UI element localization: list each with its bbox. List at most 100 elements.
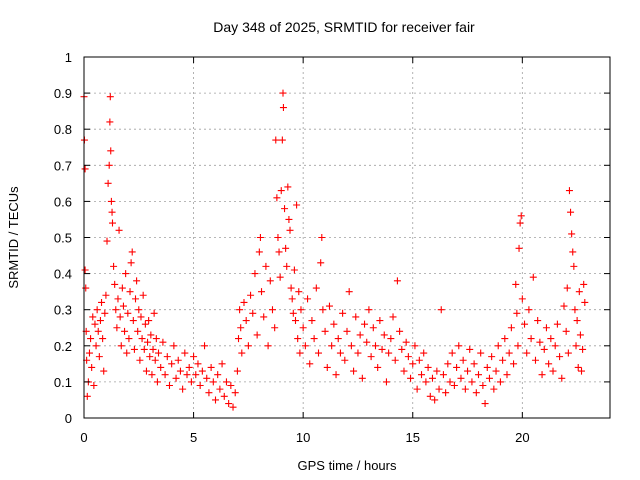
data-point (475, 371, 482, 379)
data-point (472, 389, 480, 397)
data-point (128, 248, 136, 256)
data-point (496, 378, 504, 386)
y-tick-label: 0.5 (54, 231, 72, 246)
y-tick-label: 0.3 (54, 303, 72, 318)
y-tick-label: 1 (65, 50, 72, 65)
data-point (287, 284, 295, 292)
y-tick-label: 0.6 (54, 194, 72, 209)
data-point (238, 349, 246, 357)
data-point (466, 345, 474, 353)
data-point (545, 360, 553, 368)
data-point (523, 349, 531, 357)
data-point (378, 345, 386, 353)
data-point (529, 273, 537, 281)
data-point (286, 226, 294, 234)
data-point (515, 244, 523, 252)
data-point (304, 295, 312, 303)
data-point (306, 360, 314, 368)
data-point (547, 335, 555, 343)
data-point (235, 335, 243, 343)
y-axis-label: SRMTID / TECUs (6, 186, 21, 289)
data-point (247, 291, 255, 299)
data-point (137, 313, 145, 321)
x-tick-label: 0 (80, 430, 87, 445)
data-point (103, 237, 111, 245)
data-point (578, 367, 586, 375)
data-point (150, 309, 158, 317)
y-tick-label: 0.9 (54, 86, 72, 101)
data-point (321, 327, 329, 335)
data-point (325, 302, 333, 310)
data-point (251, 270, 259, 278)
data-point (361, 320, 369, 328)
data-point (146, 353, 154, 361)
data-point (185, 363, 193, 371)
data-point (126, 288, 134, 296)
data-point (527, 335, 535, 343)
data-point (92, 342, 100, 350)
data-point (468, 378, 476, 386)
data-point (220, 392, 228, 400)
data-point (101, 309, 109, 317)
data-point (168, 360, 176, 368)
data-point (222, 378, 230, 386)
data-point (170, 342, 178, 350)
data-point (253, 331, 261, 339)
data-point (481, 400, 489, 408)
data-point (282, 244, 290, 252)
data-point (517, 212, 525, 220)
data-point (134, 327, 142, 335)
data-point (111, 280, 119, 288)
data-point (328, 342, 336, 350)
data-point (113, 324, 121, 332)
data-point (225, 400, 233, 408)
data-point (133, 277, 141, 285)
data-point (288, 295, 296, 303)
data-point (95, 353, 103, 361)
data-point (347, 342, 355, 350)
data-point (90, 382, 98, 390)
data-point (187, 378, 195, 386)
data-point (317, 259, 325, 267)
data-point (579, 345, 587, 353)
data-point (203, 374, 211, 382)
data-point (332, 371, 340, 379)
data-point (196, 382, 204, 390)
data-point (279, 89, 287, 97)
data-point (565, 187, 573, 195)
data-point (568, 230, 576, 238)
data-point (571, 306, 579, 314)
data-point (369, 324, 377, 332)
data-point (536, 338, 544, 346)
data-point (459, 356, 467, 364)
data-point (278, 136, 286, 144)
data-point (174, 356, 182, 364)
data-point (242, 317, 250, 325)
data-point (560, 302, 568, 310)
data-point (374, 363, 382, 371)
data-point (433, 367, 441, 375)
y-tick-label: 0.1 (54, 375, 72, 390)
data-point (400, 367, 408, 375)
data-point (98, 298, 106, 306)
data-point (157, 363, 165, 371)
data-point (130, 345, 138, 353)
data-point (393, 277, 401, 285)
data-point (135, 306, 143, 314)
data-point (209, 378, 217, 386)
data-point (231, 389, 239, 397)
data-point (218, 360, 226, 368)
data-point (262, 262, 270, 270)
data-point (276, 273, 284, 281)
data-point (284, 183, 292, 191)
data-point (192, 371, 200, 379)
data-point (455, 342, 463, 350)
data-point (424, 363, 432, 371)
data-point (534, 317, 542, 325)
data-point (371, 342, 379, 350)
data-point (117, 342, 125, 350)
data-point (89, 313, 97, 321)
data-point (115, 226, 123, 234)
data-point (542, 324, 550, 332)
data-point (125, 335, 133, 343)
